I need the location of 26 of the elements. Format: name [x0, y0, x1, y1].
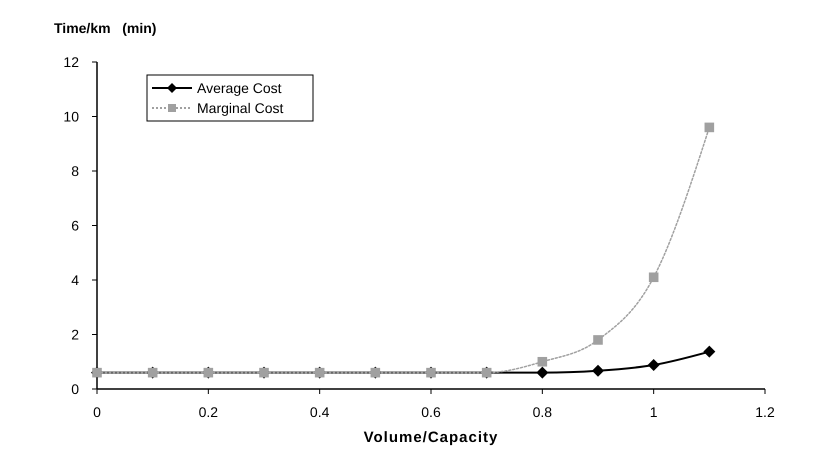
- x-tick-label: 1: [650, 404, 658, 420]
- point: [593, 335, 603, 345]
- legend-label: Marginal Cost: [197, 100, 284, 116]
- y-tick-label: 0: [71, 380, 80, 397]
- x-tick-label: 0.8: [532, 404, 552, 420]
- point: [704, 122, 714, 132]
- x-tick-label: 0.4: [310, 404, 330, 420]
- point: [538, 356, 548, 367]
- y-tick-label: 8: [71, 162, 80, 179]
- x-tick-label: 0: [93, 404, 102, 420]
- y-tick-label: 6: [71, 217, 80, 234]
- point: [648, 272, 658, 282]
- y-axis-title: Time/km (min): [54, 20, 156, 36]
- y-tick-label: 12: [63, 54, 80, 70]
- point: [703, 346, 716, 358]
- y-tick-label: 10: [63, 108, 80, 124]
- point: [648, 359, 660, 372]
- x-tick-label: 0.2: [198, 404, 218, 420]
- x-tick-label: 1.2: [755, 404, 775, 420]
- y-tick-label: 4: [71, 272, 80, 288]
- x-axis-title: Volume/Capacity: [364, 429, 498, 446]
- point: [592, 364, 604, 377]
- point: [536, 366, 548, 379]
- x-tick-label: 0.6: [421, 404, 441, 420]
- y-tick-label: 2: [71, 326, 80, 342]
- legend-label: Average Cost: [197, 80, 282, 96]
